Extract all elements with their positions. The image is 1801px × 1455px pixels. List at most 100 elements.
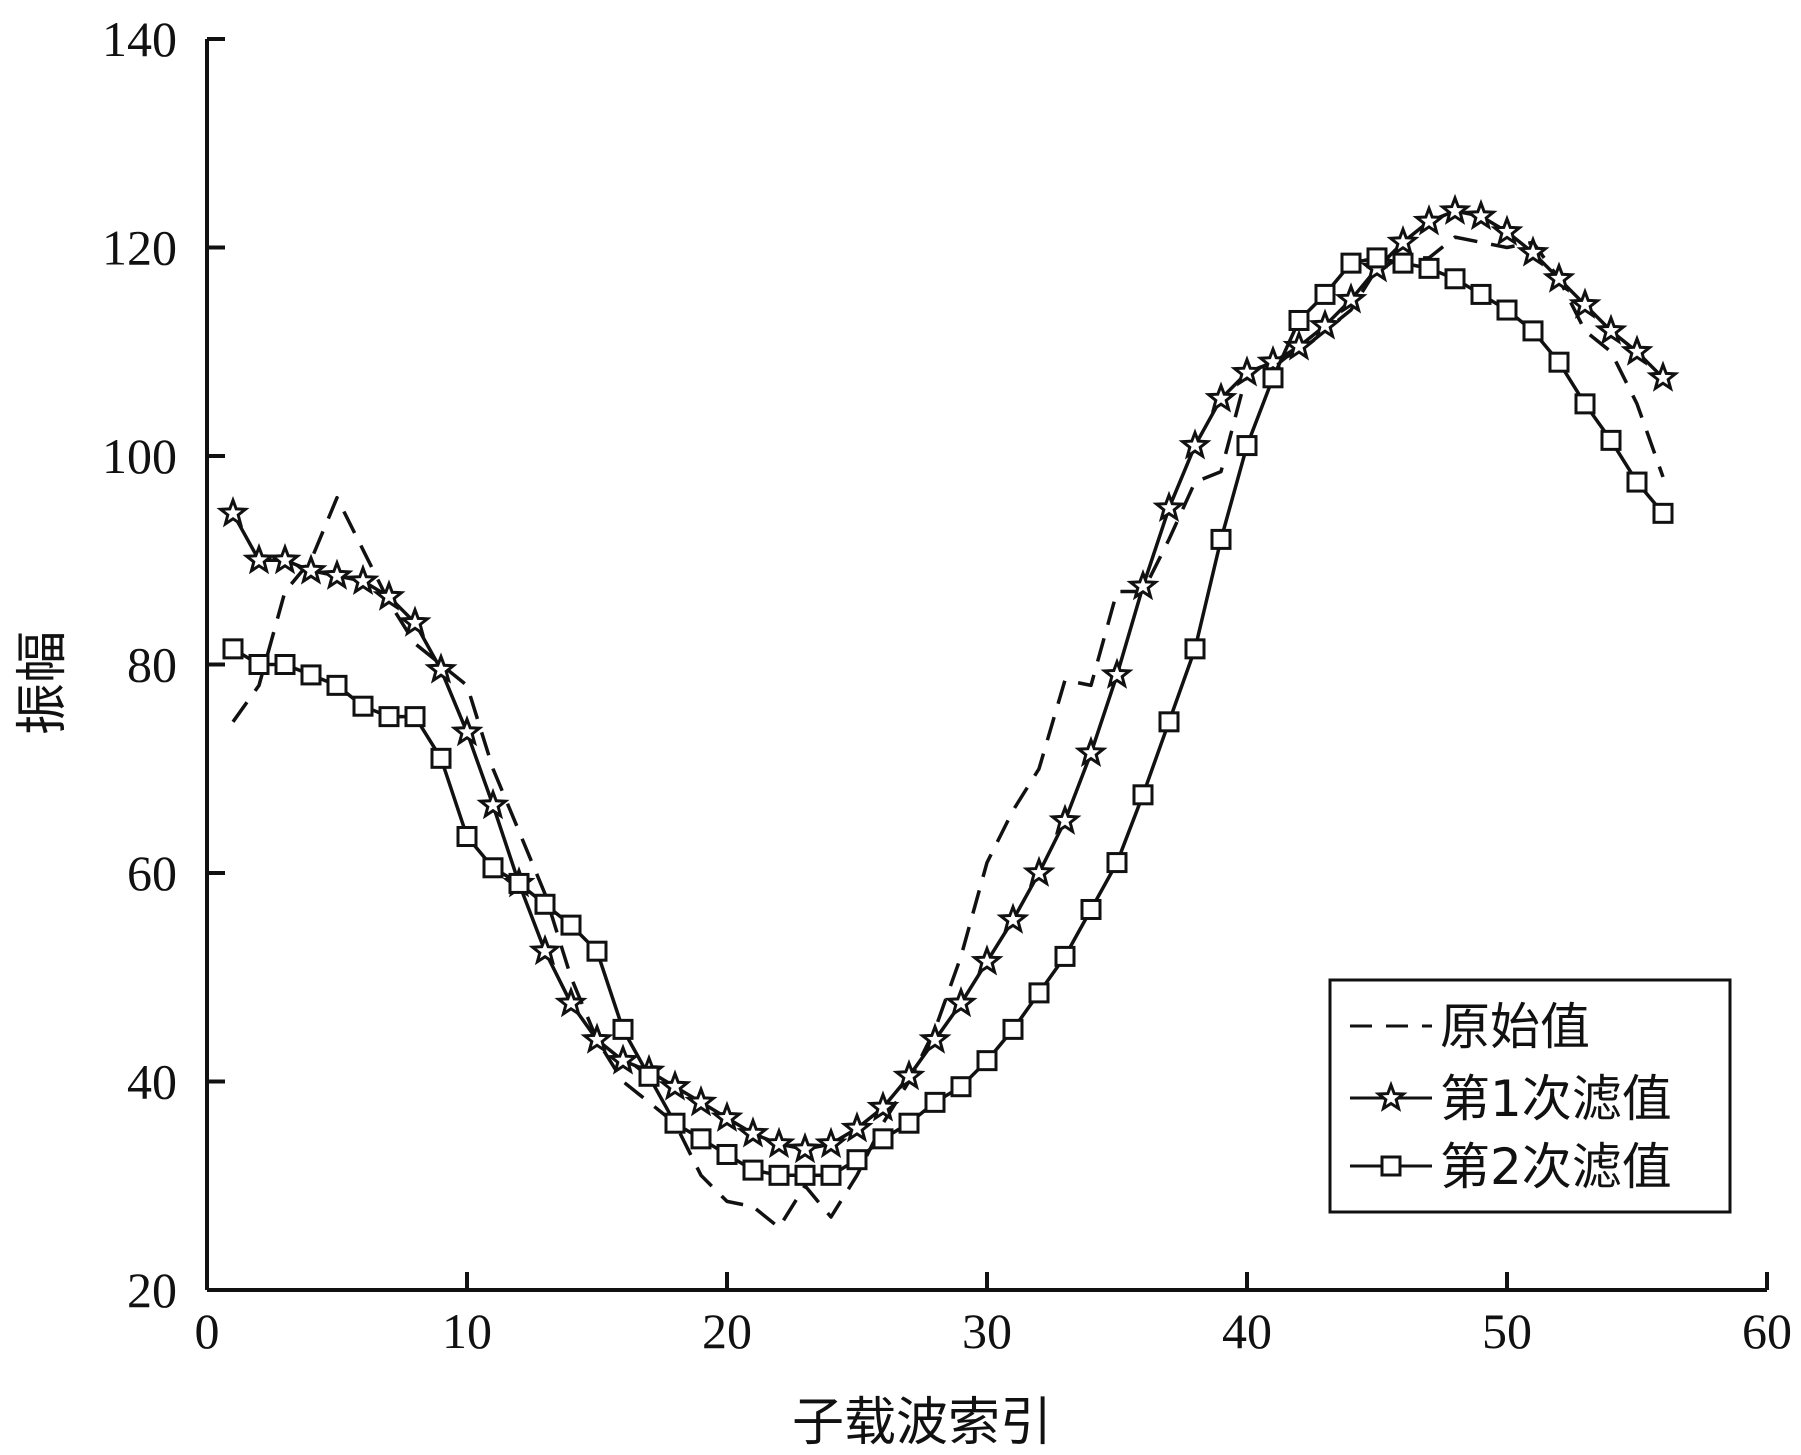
data-point-square: [1158, 711, 1180, 733]
data-point-star: [1646, 360, 1680, 392]
data-point-square: [482, 857, 504, 879]
data-point-square: [430, 747, 452, 769]
data-point-star: [1308, 308, 1342, 340]
x-tick-label: 50: [1482, 1303, 1532, 1359]
data-point-star: [1100, 657, 1134, 689]
data-point-square: [742, 1159, 764, 1181]
data-point-square: [352, 695, 374, 717]
data-point-star: [944, 985, 978, 1018]
data-point-star: [762, 1126, 796, 1159]
data-point-star: [528, 933, 562, 966]
data-point-square: [326, 674, 348, 696]
data-point-square: [534, 893, 556, 915]
data-point-star: [268, 543, 302, 575]
data-point-star: [1152, 490, 1186, 523]
data-point-star: [398, 605, 432, 637]
data-point-square: [846, 1149, 868, 1171]
data-point-star: [1412, 204, 1446, 236]
data-point-square: [560, 914, 582, 936]
data-point-square: [898, 1112, 920, 1134]
data-point-star: [1178, 428, 1212, 460]
data-point-star: [346, 563, 380, 596]
data-point-square: [1106, 852, 1128, 874]
data-point-square: [1236, 435, 1258, 457]
data-point-square: [1574, 393, 1596, 415]
x-tick-label: 30: [962, 1303, 1012, 1359]
data-point-square: [1366, 247, 1388, 269]
legend-marker-star: [1374, 1080, 1408, 1112]
legend-label-raw: 原始值: [1440, 998, 1590, 1056]
data-point-square: [1652, 502, 1674, 524]
data-point-star: [450, 715, 484, 747]
data-point-square: [1210, 528, 1232, 550]
data-point-square: [1288, 309, 1310, 331]
data-point-square: [274, 654, 296, 675]
x-tick-label: 20: [702, 1303, 752, 1359]
data-point-star: [424, 652, 458, 684]
data-point-star: [1490, 214, 1524, 246]
data-point-star: [658, 1069, 692, 1101]
data-point-square: [1184, 638, 1206, 660]
data-point-square: [1626, 471, 1648, 493]
data-point-star: [320, 558, 354, 590]
data-point-square: [820, 1164, 842, 1186]
data-point-star: [1438, 193, 1472, 225]
data-point-square: [1002, 1018, 1024, 1040]
data-point-star: [918, 1022, 952, 1054]
data-point-square: [404, 706, 426, 728]
series-layer: [216, 193, 1680, 1230]
data-point-star: [372, 579, 406, 611]
series-2: [222, 247, 1674, 1186]
data-point-square: [1470, 283, 1492, 305]
y-tick-label: 20: [127, 1262, 177, 1318]
data-point-square: [378, 706, 400, 728]
data-point-square: [1028, 982, 1050, 1004]
data-point-square: [612, 1018, 634, 1040]
data-point-star: [216, 495, 250, 528]
data-point-star: [1516, 235, 1550, 267]
y-tick-label: 40: [127, 1054, 177, 1110]
data-point-star: [1542, 261, 1576, 293]
data-point-square: [300, 664, 322, 686]
data-point-square: [1392, 252, 1414, 274]
data-point-square: [716, 1143, 738, 1165]
data-point-square: [1132, 784, 1154, 806]
data-point-star: [1074, 735, 1108, 768]
data-point-star: [1386, 225, 1420, 257]
data-point-square: [222, 638, 244, 660]
data-point-square: [508, 872, 530, 894]
y-tick-label: 60: [127, 845, 177, 901]
y-tick-label: 100: [102, 428, 177, 484]
data-point-star: [814, 1126, 848, 1159]
data-point-star: [606, 1043, 640, 1075]
data-point-star: [1022, 855, 1056, 887]
data-point-square: [1054, 945, 1076, 967]
data-point-square: [586, 940, 608, 962]
y-axis-ticks: 20 40 60 80 100 120 140: [102, 11, 225, 1318]
data-point-square: [768, 1164, 790, 1186]
data-point-square: [872, 1128, 894, 1150]
data-point-star: [1204, 381, 1238, 413]
data-point-square: [1548, 351, 1570, 373]
x-tick-label: 10: [442, 1303, 492, 1359]
data-point-square: [456, 826, 478, 848]
data-point-star: [294, 553, 328, 585]
data-point-square: [638, 1065, 660, 1087]
data-point-star: [866, 1090, 900, 1122]
x-axis-label: 子载波索引: [792, 1393, 1052, 1453]
data-point-star: [580, 1022, 614, 1054]
data-point-star: [684, 1084, 718, 1117]
data-point-star: [892, 1059, 926, 1091]
data-point-star: [476, 787, 510, 820]
data-point-square: [690, 1128, 712, 1150]
data-point-square: [976, 1050, 998, 1072]
data-point-square: [1444, 268, 1466, 290]
data-point-star: [1048, 803, 1082, 835]
data-point-square: [794, 1164, 816, 1186]
data-point-star: [1126, 568, 1160, 601]
data-point-square: [1522, 320, 1544, 342]
x-tick-label: 40: [1222, 1303, 1272, 1359]
legend: 原始值 第1次滤值 第2次滤值: [1328, 978, 1732, 1214]
x-axis-ticks: 0 10 20 30 40 50 60: [195, 1272, 1792, 1359]
